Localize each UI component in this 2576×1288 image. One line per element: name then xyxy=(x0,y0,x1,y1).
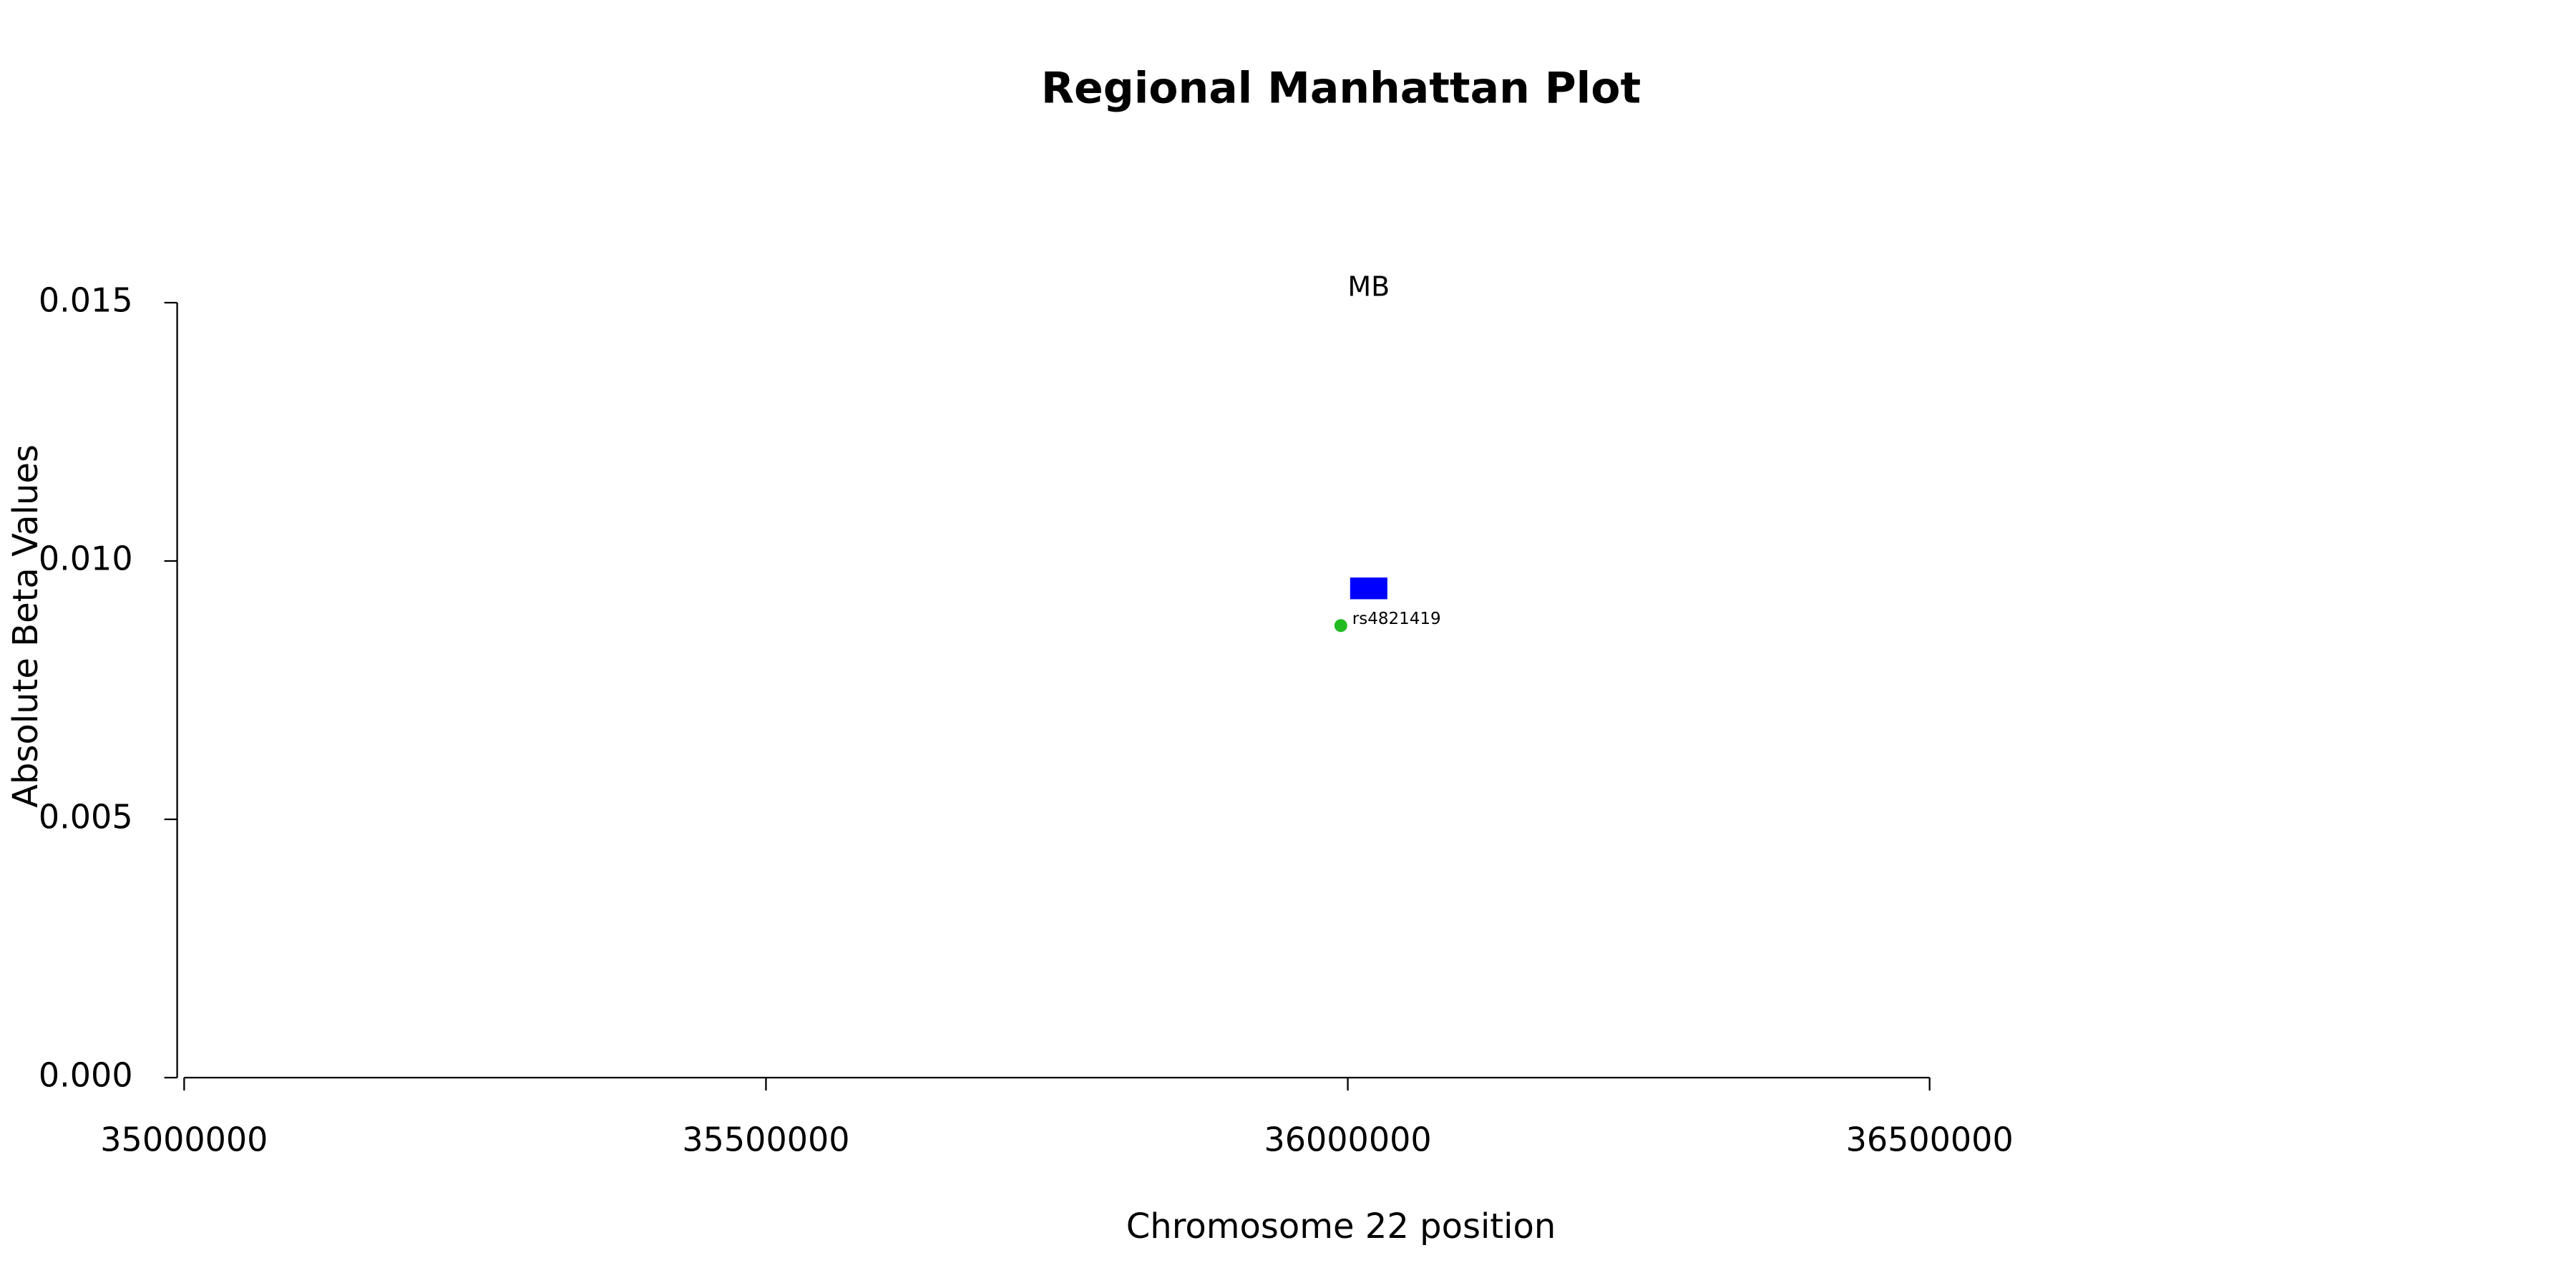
y-tick-label: 0.015 xyxy=(39,281,133,320)
y-axis-label: Absolute Beta Values xyxy=(6,444,46,808)
x-tick-label: 35000000 xyxy=(100,1121,268,1159)
snp-point xyxy=(1334,619,1347,633)
y-tick-label: 0.005 xyxy=(39,798,133,836)
y-tick-label: 0.000 xyxy=(39,1056,133,1095)
x-tick-label: 36500000 xyxy=(1846,1121,2014,1159)
chart-title: Regional Manhattan Plot xyxy=(1041,64,1641,114)
gene xyxy=(1350,577,1387,600)
x-tick-label: 36000000 xyxy=(1264,1121,1431,1159)
snp-label: rs4821419 xyxy=(1352,610,1441,628)
y-tick-label: 0.010 xyxy=(39,540,133,578)
gene-label: MB xyxy=(1347,271,1390,303)
x-axis-label: Chromosome 22 position xyxy=(1126,1206,1556,1246)
x-tick-label: 35500000 xyxy=(682,1121,849,1159)
